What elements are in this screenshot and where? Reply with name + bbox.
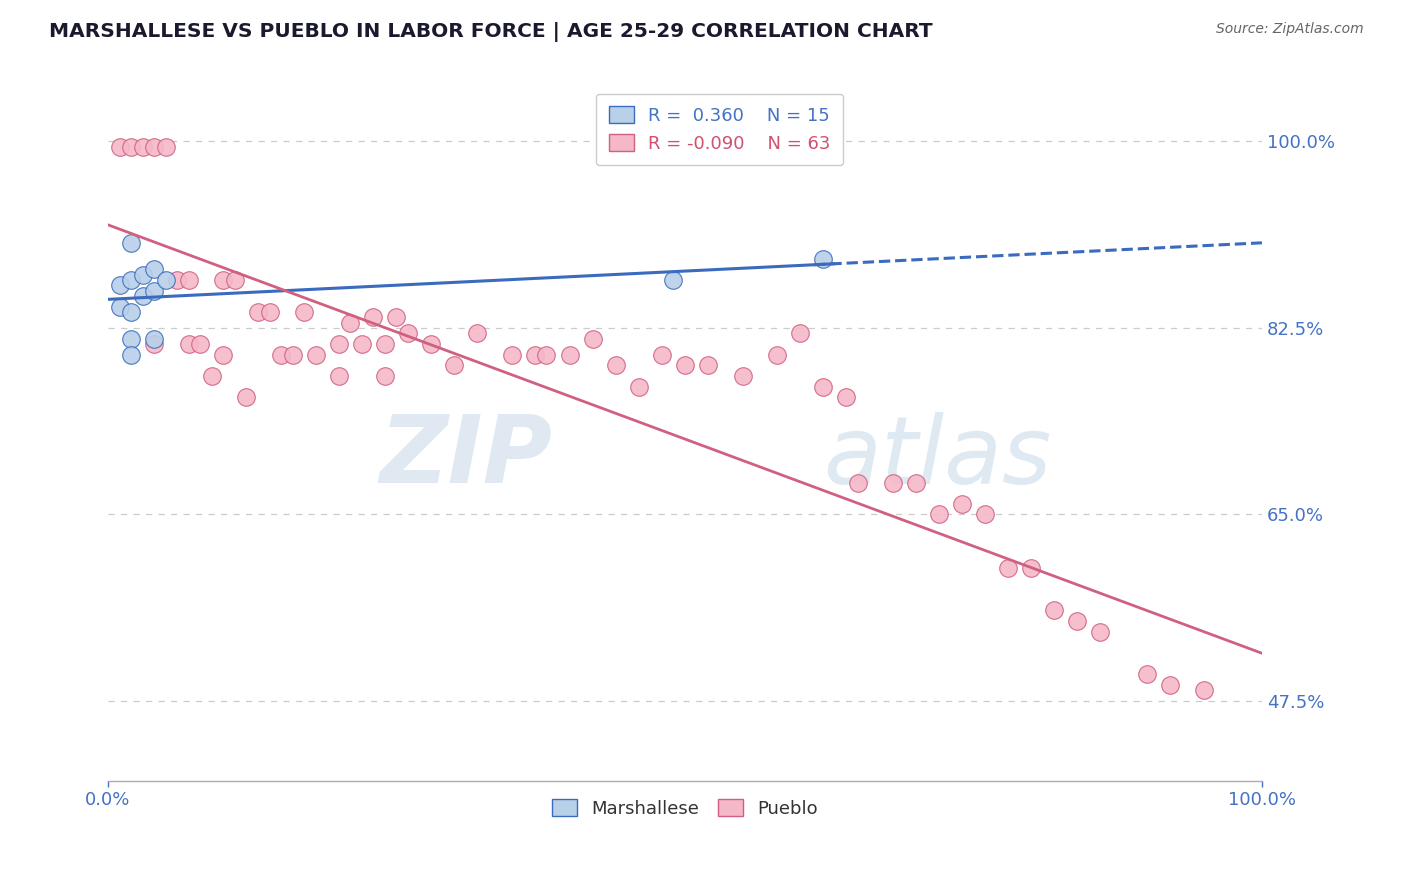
Point [108,278,131,293]
Point [731,368,754,383]
Point [835,390,858,404]
Point [465,326,488,341]
Point [177,273,200,287]
Point [536,348,558,362]
Point [443,358,465,372]
Point [131,139,153,153]
Text: Source: ZipAtlas.com: Source: ZipAtlas.com [1216,22,1364,37]
Point [974,508,997,522]
Text: MARSHALLESE VS PUEBLO IN LABOR FORCE | AGE 25-29 CORRELATION CHART: MARSHALLESE VS PUEBLO IN LABOR FORCE | A… [49,22,932,42]
Point [235,390,257,404]
Point [292,305,315,319]
Point [1135,667,1157,681]
Text: ZIP: ZIP [380,411,553,503]
Point [305,348,328,362]
Point [339,316,361,330]
Point [904,475,927,490]
Point [374,337,396,351]
Point [1192,683,1215,698]
Point [281,348,304,362]
Point [120,273,142,287]
Point [582,332,605,346]
Point [882,475,904,490]
Point [166,273,188,287]
Point [385,310,408,325]
Point [350,337,373,351]
Point [143,139,166,153]
Point [627,379,650,393]
Point [1066,614,1088,628]
Point [246,305,269,319]
Legend: Marshallese, Pueblo: Marshallese, Pueblo [544,791,825,825]
Text: atlas: atlas [824,412,1052,503]
Point [131,289,153,303]
Point [605,358,627,372]
Point [259,305,281,319]
Point [188,337,211,351]
Point [766,348,789,362]
Point [928,508,950,522]
Point [120,139,142,153]
Point [523,348,546,362]
Point [155,139,177,153]
Point [813,379,835,393]
Point [813,252,835,266]
Point [201,368,224,383]
Point [501,348,523,362]
Point [374,368,396,383]
Point [108,300,131,314]
Point [131,268,153,282]
Point [363,310,385,325]
Point [846,475,869,490]
Point [651,348,673,362]
Point [328,337,350,351]
Point [177,337,200,351]
Point [120,305,142,319]
Point [1090,624,1112,639]
Point [108,139,131,153]
Point [120,235,142,250]
Point [224,273,246,287]
Point [120,348,142,362]
Point [997,561,1019,575]
Point [420,337,443,351]
Point [950,497,973,511]
Point [558,348,581,362]
Point [143,332,166,346]
Point [328,368,350,383]
Point [396,326,419,341]
Point [662,273,685,287]
Point [673,358,696,372]
Point [143,337,166,351]
Point [143,284,166,298]
Point [1043,603,1066,617]
Point [155,273,177,287]
Point [1019,561,1042,575]
Point [212,273,235,287]
Point [120,332,142,346]
Point [270,348,292,362]
Point [789,326,811,341]
Point [143,262,166,277]
Point [212,348,235,362]
Point [1159,678,1181,692]
Point [697,358,720,372]
